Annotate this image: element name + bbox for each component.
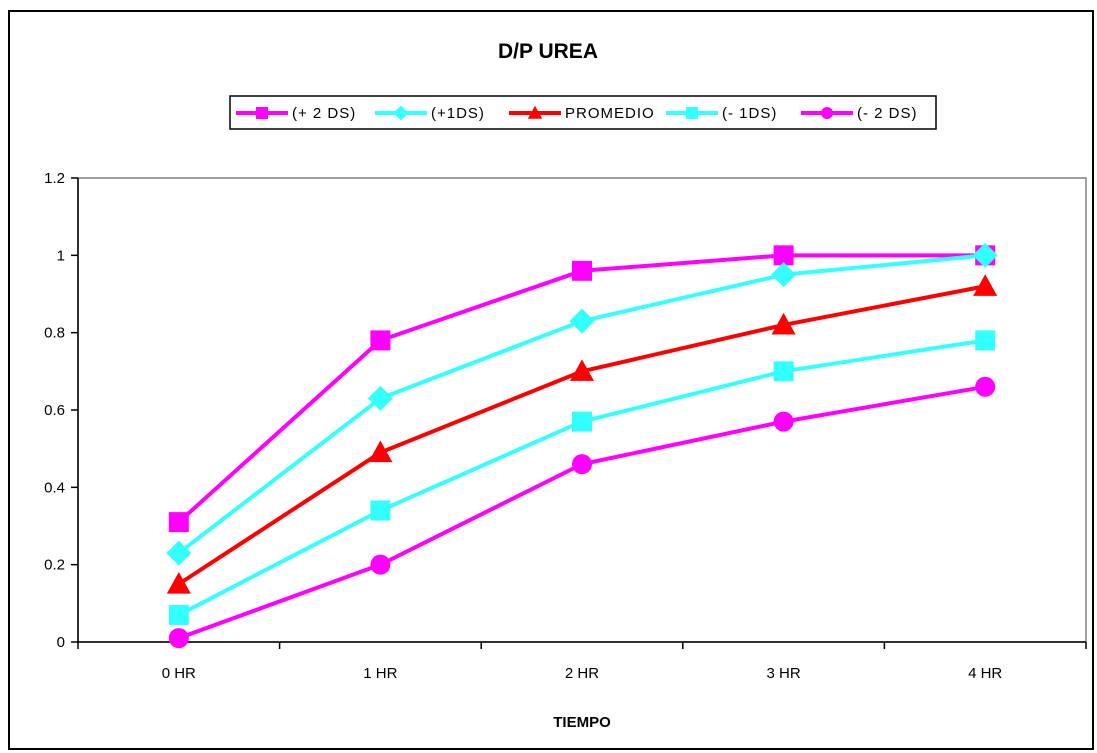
legend-marker: [256, 107, 268, 119]
series-line: [179, 255, 985, 553]
x-tick-label: 2 HR: [565, 665, 599, 682]
y-tick-label: 0.8: [44, 325, 65, 342]
x-tick-label: 3 HR: [767, 665, 801, 682]
series-group: [166, 243, 997, 648]
data-point: [774, 361, 794, 381]
legend-label: (- 1DS): [722, 105, 777, 122]
data-point: [572, 261, 592, 281]
legend-label: (+1DS): [431, 105, 485, 122]
series-0: [169, 245, 995, 532]
legend: (+ 2 DS) (+1DS) PROMEDIO (- 1DS) (- 2 DS): [230, 96, 936, 129]
y-tick-label: 0.4: [44, 479, 65, 496]
legend-marker: [821, 107, 833, 119]
legend-label: (+ 2 DS): [292, 105, 356, 122]
y-tick-label: 1.2: [44, 170, 65, 187]
y-tick-label: 0: [57, 634, 65, 651]
data-point: [973, 274, 997, 296]
data-point: [169, 605, 189, 625]
data-point: [572, 454, 592, 474]
data-point: [169, 628, 189, 648]
data-point: [370, 330, 390, 350]
legend-marker: [686, 107, 698, 119]
plot-area: [78, 178, 1086, 642]
series-line: [179, 340, 985, 615]
series-line: [179, 255, 985, 522]
data-point: [370, 555, 390, 575]
x-tick-label: 4 HR: [968, 665, 1002, 682]
data-point: [572, 412, 592, 432]
legend-label: (- 2 DS): [857, 105, 918, 122]
data-point: [167, 572, 191, 594]
data-point: [771, 262, 796, 287]
data-point: [169, 512, 189, 532]
x-tick-label: 0 HR: [162, 665, 196, 682]
data-point: [975, 377, 995, 397]
data-point: [774, 412, 794, 432]
chart-title: D/P UREA: [498, 40, 598, 63]
y-tick-label: 0.2: [44, 557, 65, 574]
data-point: [368, 441, 392, 463]
y-tick-label: 1: [57, 247, 65, 264]
x-axis-title: TIEMPO: [553, 714, 611, 731]
data-point: [570, 309, 595, 334]
data-point: [975, 330, 995, 350]
data-point: [370, 501, 390, 521]
y-tick-label: 0.6: [44, 402, 65, 419]
x-tick-label: 1 HR: [363, 665, 397, 682]
legend-label: PROMEDIO: [565, 105, 655, 122]
